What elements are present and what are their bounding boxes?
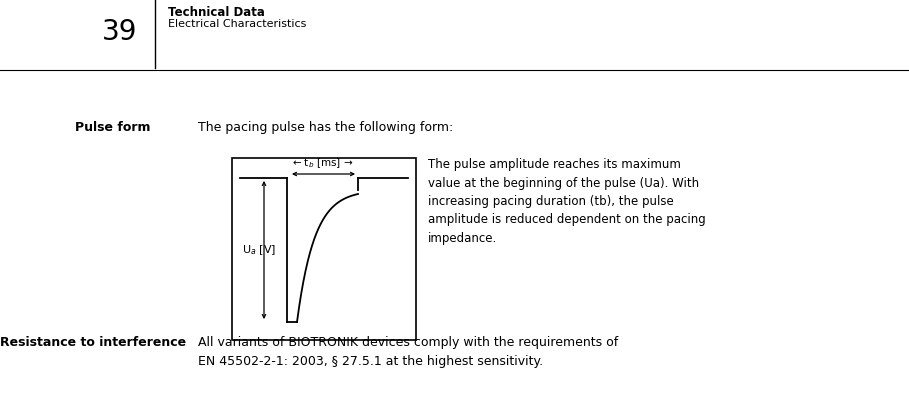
Text: All variants of BIOTRONIK devices comply with the requirements of
EN 45502-2-1: : All variants of BIOTRONIK devices comply… [198,336,618,368]
Bar [232,158,416,340]
Text: Technical Data: Technical Data [168,6,265,19]
Text: ← t$_b$ [ms] →: ← t$_b$ [ms] → [292,156,354,170]
Text: U$_a$ [V]: U$_a$ [V] [242,243,276,257]
Text: Resistance to interference: Resistance to interference [0,336,186,349]
Text: Electrical Characteristics: Electrical Characteristics [168,19,306,29]
Text: The pulse amplitude reaches its maximum
value at the beginning of the pulse (Ua): The pulse amplitude reaches its maximum … [428,158,705,245]
Text: 39: 39 [102,18,138,46]
Text: The pacing pulse has the following form:: The pacing pulse has the following form: [198,121,454,134]
Text: Pulse form: Pulse form [75,121,151,134]
